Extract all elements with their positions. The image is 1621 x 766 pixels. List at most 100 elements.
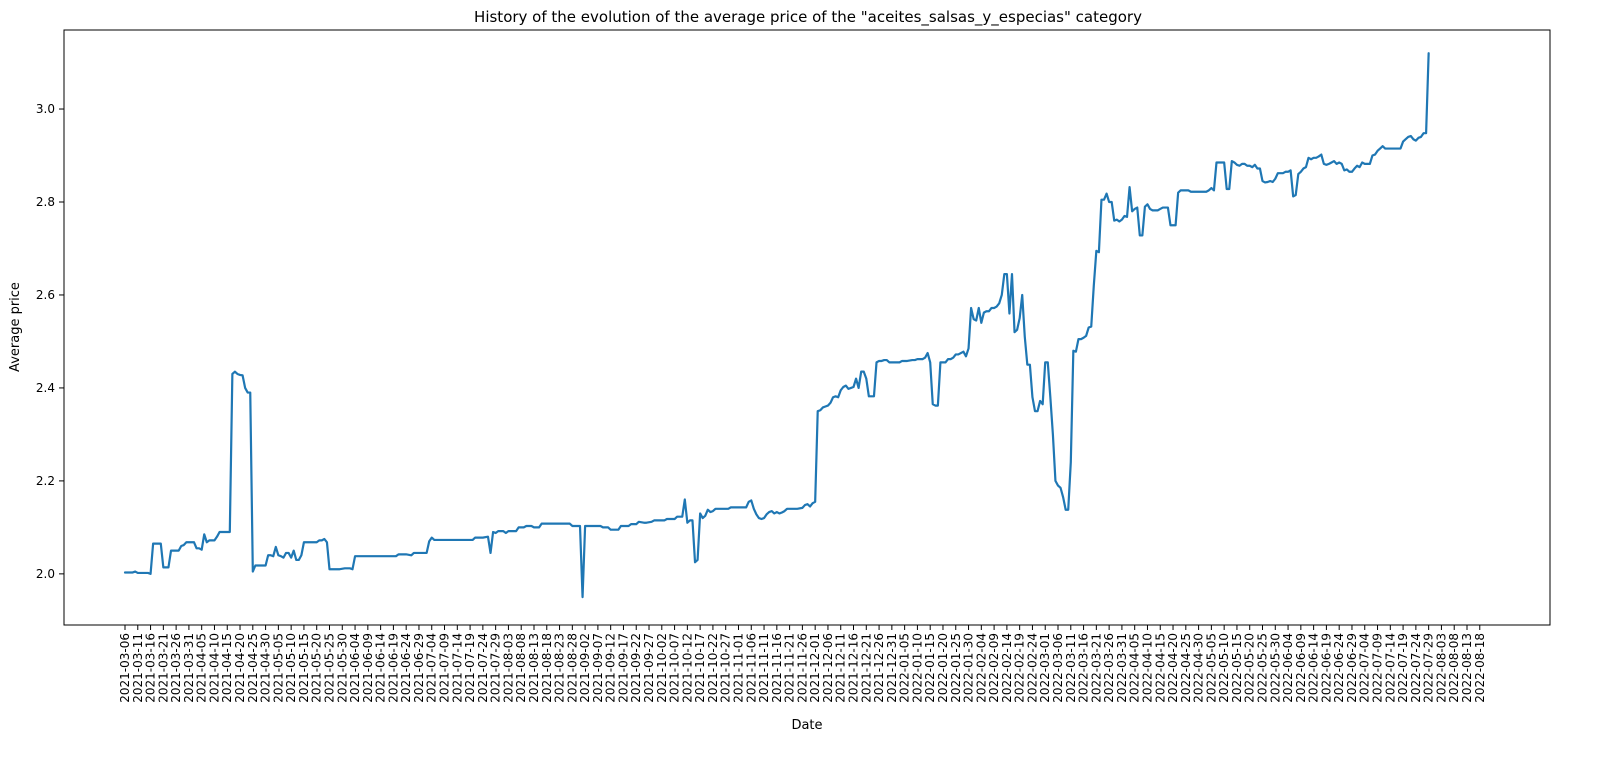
- x-tick-label: 2022-06-29: [1345, 633, 1359, 703]
- x-tick-label: 2022-06-04: [1281, 633, 1295, 703]
- y-tick-label: 2.8: [36, 195, 55, 209]
- x-tick-label: 2022-08-08: [1447, 633, 1461, 703]
- x-tick-label: 2021-09-02: [578, 633, 592, 703]
- x-tick-label: 2021-11-16: [770, 633, 784, 703]
- x-tick-label: 2021-05-30: [335, 633, 349, 703]
- x-tick-label: 2022-07-19: [1396, 633, 1410, 703]
- x-tick-label: 2022-02-14: [1000, 633, 1014, 703]
- x-tick-label: 2022-02-09: [987, 633, 1001, 703]
- x-tick-label: 2022-01-15: [923, 633, 937, 703]
- x-tick-label: 2021-11-06: [744, 633, 758, 703]
- x-tick-label: 2021-05-15: [297, 633, 311, 703]
- x-tick-label: 2021-12-21: [859, 633, 873, 703]
- x-tick-label: 2021-04-20: [233, 633, 247, 703]
- x-tick-label: 2021-10-02: [655, 633, 669, 703]
- x-tick-label: 2021-06-24: [399, 633, 413, 703]
- x-tick-label: 2021-12-16: [847, 633, 861, 703]
- x-tick-label: 2022-02-19: [1013, 633, 1027, 703]
- x-tick-label: 2021-09-22: [629, 633, 643, 703]
- x-tick-label: 2022-04-20: [1166, 633, 1180, 703]
- x-tick-label: 2021-03-26: [169, 633, 183, 703]
- x-tick-label: 2021-07-29: [489, 633, 503, 703]
- x-tick-label: 2021-03-11: [131, 633, 145, 703]
- axes-frame: [63, 29, 1551, 626]
- x-tick-label: 2022-07-29: [1422, 633, 1436, 703]
- x-tick-label: 2022-05-30: [1268, 633, 1282, 703]
- y-tick-label: 2.4: [36, 381, 55, 395]
- x-tick-label: 2022-08-03: [1434, 633, 1448, 703]
- x-tick-label: 2021-04-10: [207, 633, 221, 703]
- x-tick-label: 2022-02-24: [1025, 633, 1039, 703]
- x-tick-label: 2022-03-31: [1115, 633, 1129, 703]
- x-tick-label: 2022-06-24: [1332, 633, 1346, 703]
- x-tick-label: 2021-03-06: [118, 633, 132, 703]
- x-tick-label: 2022-05-15: [1230, 633, 1244, 703]
- x-tick-label: 2021-10-27: [719, 633, 733, 703]
- x-tick-label: 2022-04-10: [1140, 633, 1154, 703]
- x-tick-label: 2021-09-17: [616, 633, 630, 703]
- y-tick-label: 2.2: [36, 474, 55, 488]
- x-tick-label: 2022-04-05: [1128, 633, 1142, 703]
- x-axis: 2021-03-062021-03-112021-03-162021-03-21…: [118, 625, 1487, 703]
- x-tick-label: 2022-05-25: [1256, 633, 1270, 703]
- x-tick-label: 2021-09-12: [604, 633, 618, 703]
- x-tick-label: 2021-11-11: [757, 633, 771, 703]
- x-tick-label: 2022-05-10: [1217, 633, 1231, 703]
- x-tick-label: 2022-07-24: [1409, 633, 1423, 703]
- x-tick-label: 2021-05-05: [271, 633, 285, 703]
- x-tick-label: 2021-08-08: [514, 633, 528, 703]
- x-tick-label: 2022-08-18: [1473, 633, 1487, 703]
- x-tick-label: 2021-05-10: [284, 633, 298, 703]
- x-tick-label: 2022-06-14: [1307, 633, 1321, 703]
- x-tick-label: 2021-08-18: [540, 633, 554, 703]
- x-tick-label: 2021-07-04: [425, 633, 439, 703]
- x-tick-label: 2022-03-21: [1089, 633, 1103, 703]
- x-tick-label: 2022-07-14: [1383, 633, 1397, 703]
- x-tick-label: 2022-06-09: [1294, 633, 1308, 703]
- x-tick-label: 2021-10-22: [706, 633, 720, 703]
- x-tick-label: 2021-04-25: [246, 633, 260, 703]
- y-axis-label: Average price: [8, 282, 23, 372]
- x-tick-label: 2022-04-25: [1179, 633, 1193, 703]
- x-tick-label: 2022-02-04: [974, 633, 988, 703]
- y-tick-label: 3.0: [36, 102, 55, 116]
- x-tick-label: 2022-01-20: [936, 633, 950, 703]
- x-tick-label: 2021-08-13: [527, 633, 541, 703]
- x-tick-label: 2022-04-15: [1153, 633, 1167, 703]
- y-tick-label: 2.0: [36, 567, 55, 581]
- x-tick-label: 2021-04-05: [195, 633, 209, 703]
- x-tick-label: 2021-07-09: [438, 633, 452, 703]
- x-tick-label: 2022-01-05: [898, 633, 912, 703]
- x-tick-label: 2022-08-13: [1460, 633, 1474, 703]
- x-tick-label: 2021-03-21: [156, 633, 170, 703]
- x-tick-label: 2021-12-11: [834, 633, 848, 703]
- x-tick-label: 2021-12-01: [808, 633, 822, 703]
- x-tick-label: 2021-08-23: [553, 633, 567, 703]
- x-tick-label: 2021-10-07: [668, 633, 682, 703]
- x-tick-label: 2021-07-14: [450, 633, 464, 703]
- x-tick-label: 2021-06-14: [374, 633, 388, 703]
- x-tick-label: 2022-05-05: [1204, 633, 1218, 703]
- x-tick-label: 2021-08-03: [501, 633, 515, 703]
- x-tick-label: 2022-03-11: [1064, 633, 1078, 703]
- plot-area: [123, 52, 1430, 599]
- y-tick-label: 2.6: [36, 288, 55, 302]
- x-tick-label: 2021-07-19: [463, 633, 477, 703]
- x-tick-label: 2021-03-31: [182, 633, 196, 703]
- x-tick-label: 2021-08-28: [565, 633, 579, 703]
- x-tick-label: 2021-12-06: [821, 633, 835, 703]
- x-tick-label: 2021-06-04: [348, 633, 362, 703]
- x-tick-label: 2021-06-29: [412, 633, 426, 703]
- x-tick-label: 2021-04-15: [220, 633, 234, 703]
- x-tick-label: 2022-03-06: [1051, 633, 1065, 703]
- x-tick-label: 2021-04-30: [259, 633, 273, 703]
- x-tick-label: 2021-06-09: [361, 633, 375, 703]
- x-tick-label: 2021-06-19: [386, 633, 400, 703]
- x-tick-label: 2021-10-12: [680, 633, 694, 703]
- series-line: [123, 52, 1430, 599]
- y-axis: 2.0 2.2 2.4 2.6 2.8 3.0: [36, 102, 64, 581]
- x-tick-label: 2022-01-10: [910, 633, 924, 703]
- x-tick-label: 2021-07-24: [476, 633, 490, 703]
- x-tick-label: 2021-12-26: [872, 633, 886, 703]
